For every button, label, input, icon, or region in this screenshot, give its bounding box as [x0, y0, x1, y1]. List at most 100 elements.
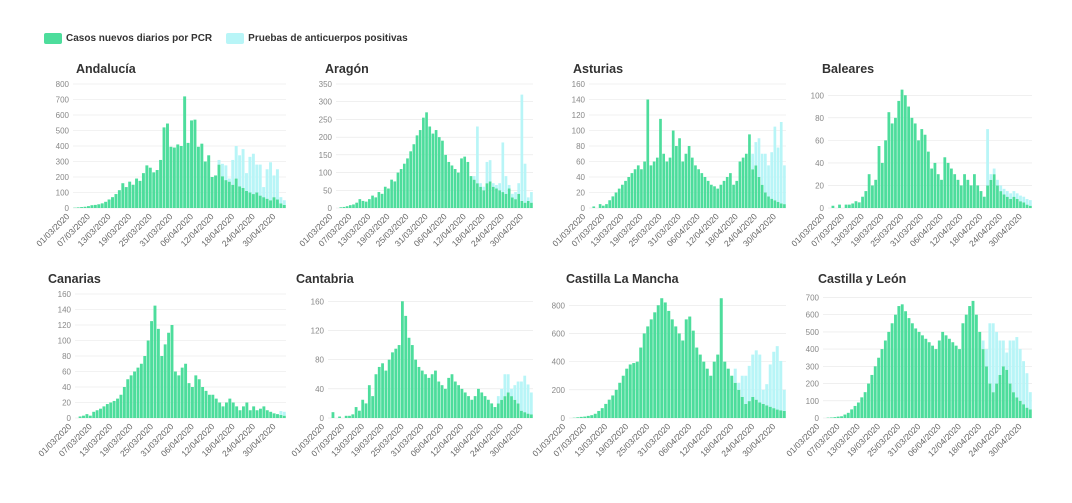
bar-pcr — [748, 134, 751, 208]
bar-pcr — [117, 190, 121, 208]
chart-panel-4: Baleares02040608010001/03/202007/03/2020… — [789, 62, 1032, 248]
bar-pcr — [754, 165, 758, 208]
bar-antibody — [1015, 193, 1019, 199]
bar-pcr — [712, 361, 716, 418]
bar-pcr — [437, 381, 441, 418]
bar-pcr — [783, 204, 786, 208]
bar-pcr — [97, 204, 101, 208]
bar-pcr — [867, 383, 870, 418]
bar-pcr — [377, 366, 381, 418]
bar-pcr — [251, 194, 255, 208]
bar-pcr — [844, 204, 848, 208]
bar-pcr — [486, 399, 490, 418]
bar-pcr — [152, 172, 156, 208]
bar-pcr — [516, 403, 520, 418]
bar-pcr — [242, 406, 245, 418]
bar-pcr — [632, 363, 636, 418]
bar-pcr — [897, 100, 901, 208]
bar-pcr — [677, 333, 681, 418]
bar-pcr — [453, 169, 457, 208]
bar-pcr — [100, 203, 104, 208]
bar-pcr — [477, 388, 480, 418]
bar-pcr — [402, 163, 406, 208]
bar-pcr — [760, 184, 764, 208]
bar-pcr — [252, 406, 256, 418]
bar-pcr — [128, 181, 132, 208]
bar-antibody — [999, 185, 1003, 192]
bar-pcr — [725, 177, 729, 208]
bar-antibody — [782, 389, 786, 411]
bar-pcr — [194, 375, 198, 418]
bar-pcr — [450, 165, 454, 208]
bar-pcr — [628, 364, 632, 418]
bar-pcr — [890, 323, 894, 418]
bar-pcr — [614, 192, 618, 208]
bar-pcr — [150, 321, 154, 418]
bar-pcr — [738, 161, 742, 208]
bar-pcr — [197, 379, 201, 418]
bar-pcr — [921, 335, 924, 418]
bar-pcr — [443, 388, 447, 418]
bar-pcr — [434, 130, 438, 208]
bar-pcr — [998, 374, 1002, 418]
bar-pcr — [684, 153, 688, 208]
bar-pcr — [586, 415, 590, 418]
bar-pcr — [523, 412, 527, 418]
bar-antibody — [775, 346, 779, 410]
bar-pcr — [751, 396, 755, 418]
bar-pcr — [374, 197, 378, 208]
bar-pcr — [744, 403, 748, 418]
bar-pcr — [410, 345, 414, 418]
bar-pcr — [576, 417, 580, 418]
bar-pcr — [218, 402, 222, 418]
bar-pcr — [374, 374, 378, 418]
y-tick-label: 140 — [58, 306, 72, 315]
bar-pcr — [740, 396, 744, 418]
bar-antibody — [1022, 361, 1026, 405]
y-tick-label: 100 — [811, 91, 825, 100]
bar-pcr — [162, 127, 166, 208]
bar-pcr — [138, 180, 142, 208]
bar-pcr — [674, 326, 678, 418]
y-tick-label: 120 — [572, 111, 586, 120]
bar-pcr — [851, 203, 855, 208]
bar-pcr — [860, 397, 864, 418]
bar-pcr — [655, 157, 659, 208]
bar-pcr — [917, 140, 920, 208]
bar-pcr — [640, 169, 643, 208]
bar-pcr — [440, 385, 444, 418]
bar-pcr — [744, 153, 748, 208]
y-tick-label: 0 — [815, 414, 820, 423]
bar-pcr — [122, 387, 126, 418]
bar-pcr — [969, 185, 973, 208]
bar-antibody — [1012, 340, 1015, 393]
bar-antibody — [511, 193, 514, 198]
bar-pcr — [513, 399, 517, 418]
bar-pcr — [397, 345, 401, 418]
bar-pcr — [592, 206, 596, 208]
bar-antibody — [269, 162, 273, 201]
bar-pcr — [424, 374, 427, 418]
y-tick-label: 300 — [806, 362, 820, 371]
bar-antibody — [768, 364, 772, 407]
bar-pcr — [843, 414, 847, 418]
bar-pcr — [476, 183, 479, 208]
y-tick-label: 80 — [576, 142, 585, 151]
y-tick-label: 20 — [815, 181, 824, 190]
y-tick-label: 50 — [323, 186, 332, 195]
bar-pcr — [719, 184, 723, 208]
bar-pcr — [607, 399, 611, 418]
bar-pcr — [170, 325, 174, 418]
bar-antibody — [761, 389, 765, 404]
bar-pcr — [649, 319, 653, 418]
bar-pcr — [871, 185, 874, 208]
bar-pcr — [956, 179, 960, 208]
bar-pcr — [917, 331, 921, 418]
bar-pcr — [705, 368, 709, 418]
bar-pcr — [112, 400, 116, 418]
bar-pcr — [761, 403, 765, 418]
bar-pcr — [670, 319, 674, 418]
y-tick-label: 400 — [552, 358, 566, 367]
bar-pcr — [726, 368, 730, 418]
